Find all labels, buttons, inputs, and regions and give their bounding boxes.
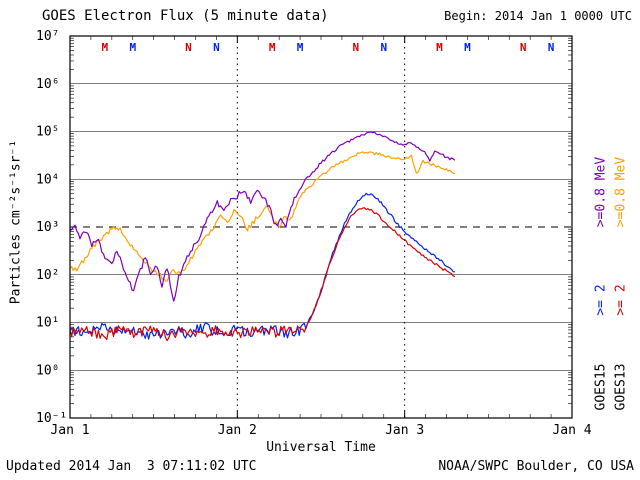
satellite-noon-marker: N [185,41,192,54]
trace-goes13-0-8-mev [69,151,456,282]
legend--2: >= 2 [593,284,609,316]
satellite-midnight-marker: M [436,41,443,54]
satellite-noon-marker: N [548,41,555,54]
legend--0-8-mev: >=0.8 MeV [613,156,629,228]
trace-goes15-0-8-mev [69,131,456,302]
satellite-midnight-marker: M [101,41,108,54]
satellite-noon-marker: N [380,41,387,54]
satellite-midnight-marker: M [129,41,136,54]
satellite-noon-marker: N [520,41,527,54]
x-tick-label: Jan 4 [552,423,591,438]
trace-goes13-2-mev [69,207,456,342]
legend-goes15: GOES15 [593,363,609,411]
x-axis-label: Universal Time [266,440,376,455]
satellite-midnight-marker: M [464,41,471,54]
legend--0-8-mev: >=0.8 MeV [593,156,609,228]
x-tick-label: Jan 3 [385,423,424,438]
y-tick-label: 10³ [36,220,59,235]
satellite-noon-marker: N [213,41,220,54]
y-tick-label: 10⁷ [36,29,59,44]
updated-timestamp: Updated 2014 Jan 3 07:11:02 UTC [6,459,257,474]
legend--2: >= 2 [613,284,629,316]
source-credit: NOAA/SWPC Boulder, CO USA [438,459,634,474]
satellite-midnight-marker: M [297,41,304,54]
y-tick-label: 10⁻¹ [36,411,67,426]
y-tick-label: 10⁵ [36,125,59,140]
x-tick-label: Jan 1 [50,423,89,438]
satellite-noon-marker: N [352,41,359,54]
begin-timestamp: Begin: 2014 Jan 1 0000 UTC [444,9,632,23]
trace-goes15-2-mev [69,192,455,340]
y-tick-label: 10⁰ [36,363,59,378]
legend-goes13: GOES13 [613,363,629,411]
y-tick-label: 10² [36,268,59,283]
y-tick-label: 10¹ [36,316,59,331]
y-axis-label: Particles cm⁻²s⁻¹sr⁻¹ [8,139,24,305]
y-tick-label: 10⁴ [36,172,59,187]
plot-border [69,35,573,419]
x-tick-label: Jan 2 [218,423,257,438]
satellite-midnight-marker: M [269,41,276,54]
chart-title: GOES Electron Flux (5 minute data) [42,8,329,24]
y-tick-label: 10⁶ [36,77,59,92]
